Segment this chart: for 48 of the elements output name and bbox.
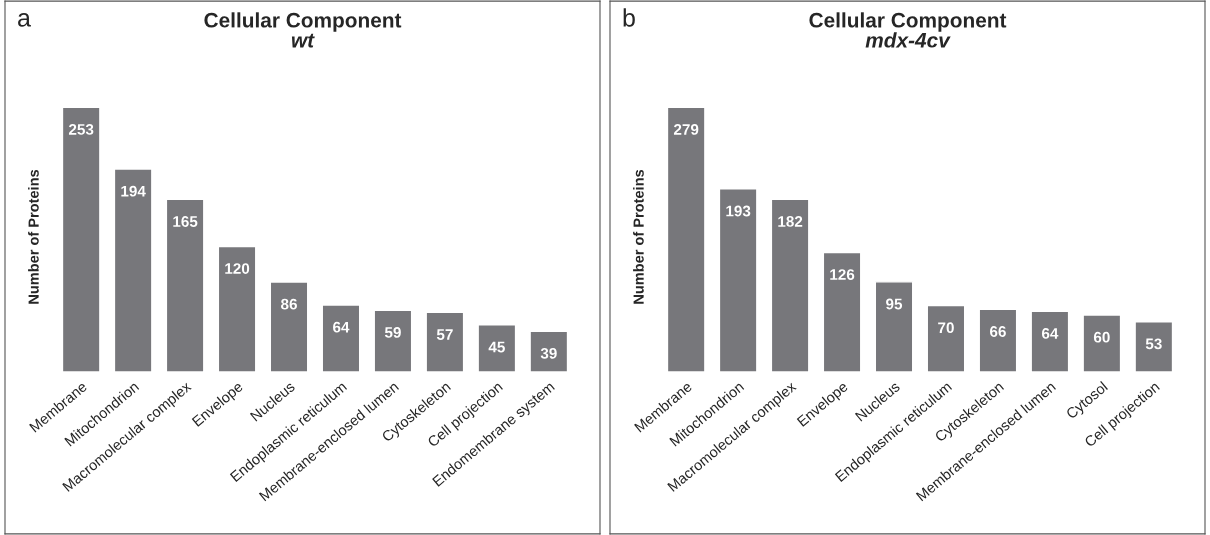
bar xyxy=(718,188,758,372)
bar xyxy=(269,281,309,372)
bar xyxy=(926,304,966,372)
data-label: 165 xyxy=(173,216,198,227)
data-label: 53 xyxy=(1145,338,1162,350)
bar xyxy=(373,309,413,372)
bar xyxy=(425,311,465,372)
data-label: 57 xyxy=(436,329,453,340)
data-label: 60 xyxy=(1093,331,1110,343)
bar xyxy=(770,198,810,372)
data-label: 66 xyxy=(990,326,1006,337)
chart-subtitle: wt xyxy=(291,33,315,48)
bar xyxy=(822,251,862,372)
bar xyxy=(978,308,1018,372)
bar xyxy=(61,106,101,372)
y-axis-title: Number of Proteins xyxy=(28,169,39,304)
data-label: 194 xyxy=(121,185,146,197)
data-label: 64 xyxy=(333,321,350,333)
chart-title: Cellular Component xyxy=(204,12,402,32)
data-label: 86 xyxy=(281,298,297,310)
text: a xyxy=(18,13,31,27)
data-label: 70 xyxy=(938,322,954,334)
bar xyxy=(321,304,361,372)
bar xyxy=(1082,314,1122,372)
bar xyxy=(874,281,914,372)
bar xyxy=(1030,310,1070,372)
data-label: 64 xyxy=(1041,328,1059,339)
bar xyxy=(217,245,257,372)
bar xyxy=(477,324,517,372)
data-label: 59 xyxy=(384,326,401,338)
data-label: 193 xyxy=(726,205,751,217)
data-label: 126 xyxy=(830,269,855,280)
data-label: 95 xyxy=(886,298,903,310)
data-label: 253 xyxy=(68,124,94,135)
bar xyxy=(529,330,569,372)
bar xyxy=(666,106,706,372)
data-label: 120 xyxy=(225,263,250,274)
bar xyxy=(165,198,205,372)
y-axis-title: Number of Proteins xyxy=(633,169,644,304)
text: b xyxy=(623,8,635,27)
bar xyxy=(113,168,153,372)
data-label: 279 xyxy=(673,124,699,135)
chart-title: Cellular Component xyxy=(809,12,1007,32)
chart-subtitle: mdx-4cv xyxy=(865,32,951,48)
bar xyxy=(1134,321,1174,372)
data-label: 45 xyxy=(488,341,505,353)
data-label: 182 xyxy=(778,216,803,227)
data-label: 39 xyxy=(540,347,557,359)
